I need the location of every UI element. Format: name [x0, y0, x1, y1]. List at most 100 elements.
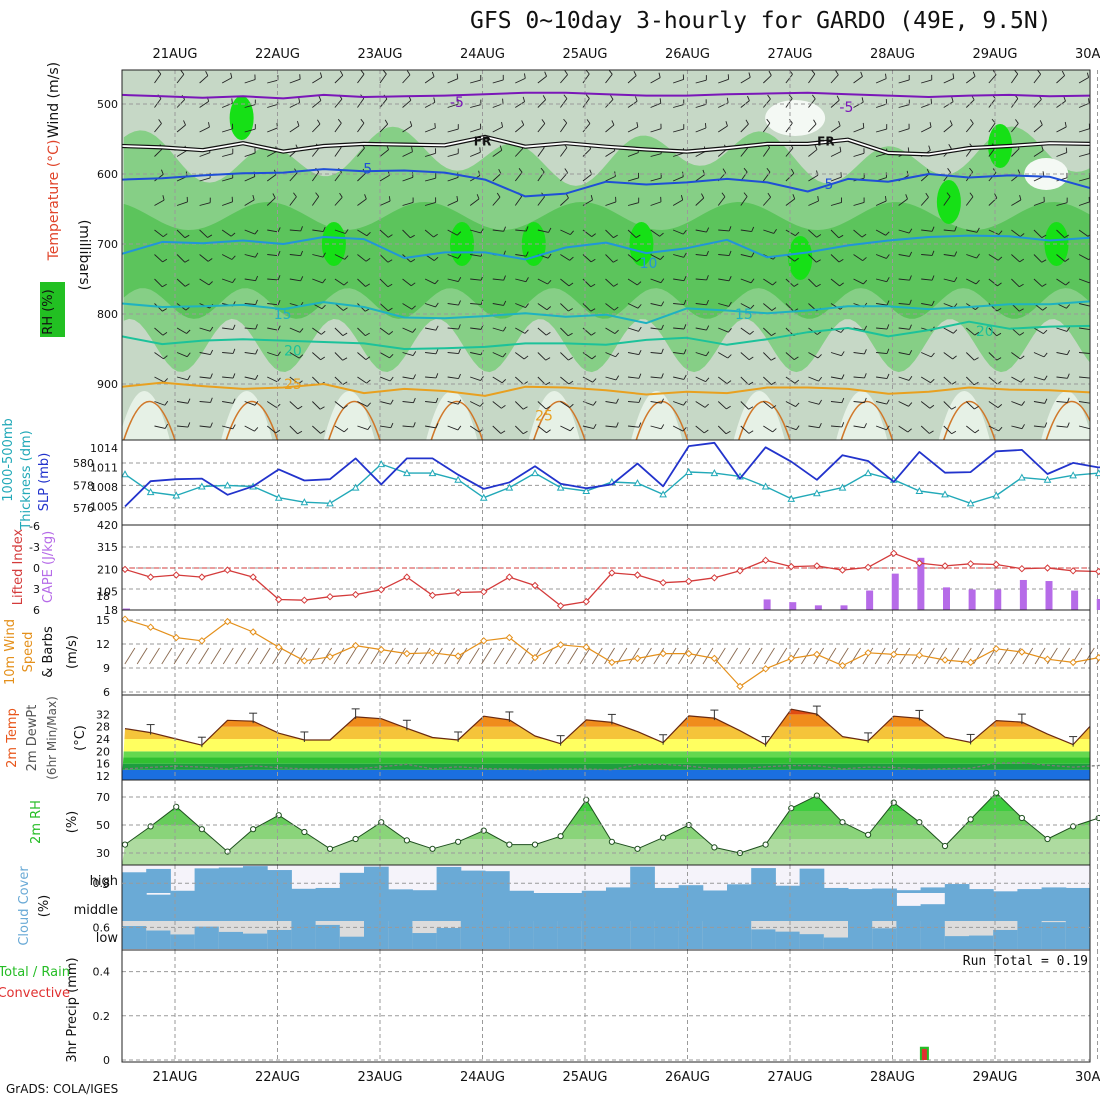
wind10m-tick: 12 [96, 638, 110, 651]
wind-barb-feather [298, 380, 303, 385]
wind-barb [943, 303, 955, 308]
wind-barb-feather [339, 192, 343, 198]
wind-barb [582, 327, 592, 336]
wind-barb [154, 123, 162, 133]
li-point [505, 573, 514, 581]
wind-barb-feather [997, 256, 1003, 261]
wind-barb-feather [997, 404, 1003, 408]
wind-barb [830, 376, 842, 380]
wind10m-point [428, 649, 437, 657]
wind-barb [627, 100, 638, 108]
thickness-point [274, 493, 283, 501]
thickness-point [454, 475, 462, 483]
wind-barb-feather [568, 282, 574, 287]
wind-barb [943, 401, 952, 410]
wind-barb-feather [547, 253, 552, 259]
cloud-low-bar [364, 921, 389, 949]
wind-barb-feather [433, 256, 439, 261]
wind-barb-feather [660, 255, 665, 260]
wind-barb-feather [231, 98, 233, 104]
rh2m-point [121, 841, 129, 848]
wind-barb-feather [998, 230, 1003, 235]
wind-barb [244, 79, 256, 84]
wind10m-barb [702, 647, 714, 665]
wind-barb [785, 352, 795, 360]
wind-barb-feather [232, 373, 236, 379]
wind-barb-feather [794, 356, 799, 361]
wind-barb-feather [322, 226, 326, 232]
wind-barb [402, 303, 413, 310]
rh-dry-surface [733, 391, 785, 440]
wind-barb [379, 73, 387, 84]
cloud-middle-bar [630, 893, 655, 921]
wind-barb-feather [660, 278, 665, 283]
wind-barb-feather [766, 167, 771, 173]
wind-barb [176, 327, 187, 334]
wind-barb [1011, 401, 1022, 406]
wind-barb [605, 401, 617, 404]
wind-barb-feather [162, 332, 168, 336]
wind-barb-feather [861, 233, 867, 238]
wind-barb-feather [498, 168, 502, 174]
wind10m-barb [161, 647, 173, 665]
wind-barb [650, 128, 662, 133]
wind10m-barb [554, 647, 566, 665]
wind10m-point [685, 649, 693, 658]
wind-barb [695, 327, 707, 331]
wind-barb-feather [163, 355, 168, 360]
wind-barb-feather [791, 168, 795, 174]
wind-barb-feather [930, 352, 935, 358]
wind-barb-feather [613, 234, 618, 239]
li-point [480, 588, 488, 596]
cloud-low-bar [194, 926, 220, 949]
wind10m-point [403, 649, 411, 658]
wind-barb-feather [816, 259, 821, 263]
wind-barb [988, 327, 997, 337]
wind-barb [425, 376, 437, 379]
wind-barb-feather [210, 373, 213, 379]
wind-barb [695, 303, 707, 306]
wind-barb-feather [817, 354, 822, 359]
wind-barb-feather [772, 281, 777, 286]
wind-barb [876, 303, 888, 306]
wind-barb [312, 100, 322, 108]
wind10m-barb [247, 647, 259, 665]
wind-barb-feather [772, 428, 777, 433]
wind-barb-feather [728, 276, 732, 281]
wind-barb-feather [637, 304, 642, 309]
wind-barb-feather [209, 326, 214, 332]
wind-barb [673, 278, 685, 282]
wind-barb-feather [210, 397, 213, 403]
thickness-point [351, 483, 360, 491]
wind-barb [1011, 278, 1020, 288]
wind-barb-feather [342, 357, 348, 361]
wind-barb [763, 303, 773, 311]
wind-barb [470, 79, 481, 84]
wind-barb-feather [161, 169, 164, 175]
wind-barb [808, 200, 819, 206]
wind-barb-feather [976, 253, 980, 259]
rh2m-point [198, 826, 205, 833]
wind-barb-feather [435, 302, 439, 308]
wind-barb [492, 425, 502, 434]
thickness-point [326, 499, 334, 507]
wind-barb-feather [1064, 234, 1069, 238]
wind-barb [177, 425, 189, 428]
wind-barb [628, 401, 640, 403]
wind-barb [244, 176, 255, 182]
rh2m-point [352, 835, 359, 843]
wind-barb [470, 229, 481, 234]
wind-barb [898, 401, 909, 407]
wind-barb [176, 376, 188, 381]
cloud-middle-bar [1041, 893, 1067, 921]
cloud-high-bar [727, 884, 752, 893]
wind-barb [492, 173, 502, 182]
wind-barb-feather [722, 168, 727, 174]
wind-barb-feather [1061, 70, 1065, 76]
wind-barb-feather [885, 231, 890, 236]
li-point [1095, 567, 1100, 576]
cloud-high-bar [920, 887, 946, 893]
wind-barb [154, 254, 163, 263]
wind-barb-feather [590, 308, 596, 312]
wind-barb [673, 327, 685, 330]
